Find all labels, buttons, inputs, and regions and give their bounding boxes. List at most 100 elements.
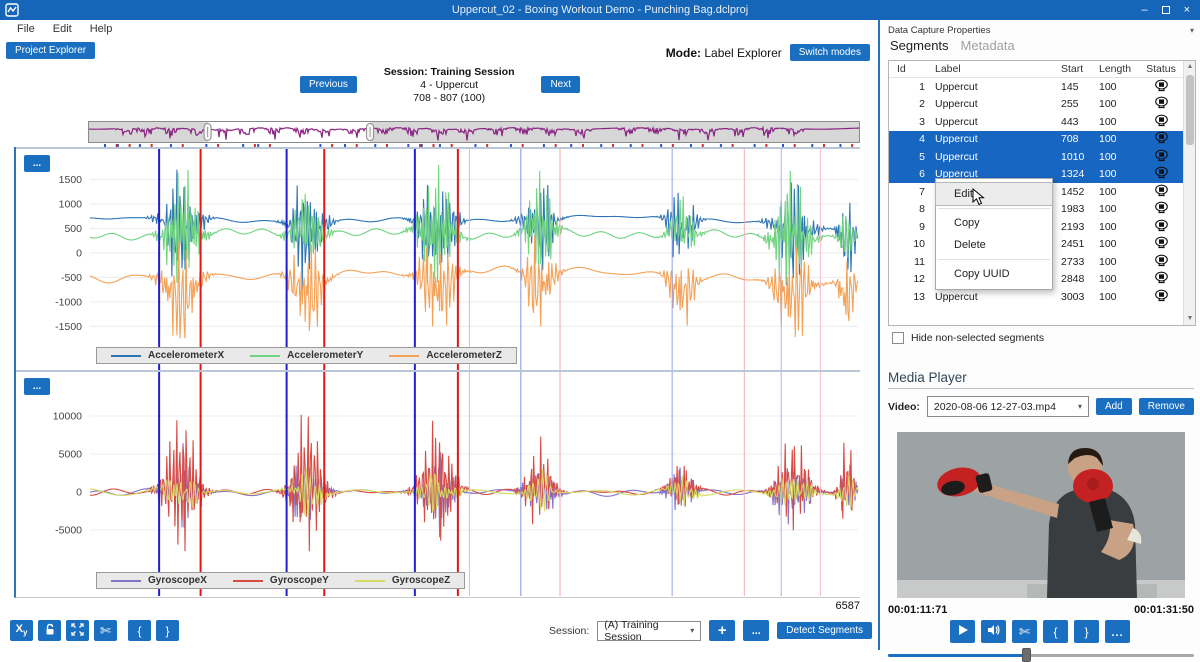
maximize-button[interactable] <box>1161 6 1170 14</box>
video-label: Video: <box>888 400 920 413</box>
column-header-id[interactable]: Id <box>897 63 906 75</box>
project-explorer-button[interactable]: Project Explorer <box>6 42 96 59</box>
mode-label: Mode: Label Explorer <box>665 45 782 60</box>
open-bracket-button[interactable]: { <box>128 620 151 641</box>
volume-button[interactable] <box>981 620 1006 643</box>
legend-swatch <box>232 579 263 582</box>
scroll-down-icon[interactable]: ▼ <box>1186 315 1194 322</box>
table-row[interactable]: 2 Uppercut 255 100 <box>889 96 1183 114</box>
segment-more-button[interactable]: ... <box>743 620 770 641</box>
video-seek-slider[interactable] <box>888 648 1194 662</box>
slider-fill <box>888 654 1026 657</box>
segment-start-button[interactable]: { <box>1043 620 1068 643</box>
gyroscope-chart-options-button[interactable]: ... <box>24 378 50 395</box>
sample-count: 6587 <box>835 600 860 612</box>
timeline-overview-chart[interactable] <box>89 122 859 142</box>
video-select[interactable]: 2020-08-06 12-27-03.mp4 ▾ <box>926 396 1089 417</box>
open-brace-icon: { <box>1053 624 1058 639</box>
segment-start: 1983 <box>1061 203 1085 216</box>
accelerometer-legend: AccelerometerX AccelerometerY Acceleromete… <box>96 347 517 364</box>
segment-id: 6 <box>919 168 925 181</box>
zoom-fit-button[interactable] <box>66 620 89 641</box>
media-player-title: Media Player <box>888 370 967 385</box>
context-menu-copy[interactable]: Copy <box>954 217 980 229</box>
capture-device-icon <box>1141 219 1181 235</box>
column-header-length[interactable]: Length <box>1099 63 1132 75</box>
mouse-cursor <box>972 188 985 206</box>
segment-start: 2193 <box>1061 220 1085 233</box>
scroll-up-icon[interactable]: ▲ <box>1186 63 1194 70</box>
table-row[interactable]: 5 Uppercut 1010 100 <box>889 148 1183 166</box>
segment-id: 7 <box>919 185 925 198</box>
y-axis-tick: 10000 <box>53 411 82 423</box>
menu-file[interactable]: File <box>17 23 35 35</box>
bottom-toolbar: Xy ✄ {} 6587 Session: (A) Training Session… <box>0 598 878 650</box>
legend-swatch <box>250 354 281 357</box>
video-frame[interactable] <box>897 432 1185 598</box>
segment-length: 100 <box>1099 238 1117 251</box>
column-header-label[interactable]: Label <box>935 63 961 75</box>
segment-label: Uppercut <box>935 133 978 146</box>
more-options-button[interactable]: ... <box>1105 620 1130 643</box>
series-GyroscopeY <box>89 414 859 552</box>
table-row[interactable]: 13 Uppercut 3003 100 <box>889 288 1183 306</box>
data-capture-properties-panel: Data Capture Properties ▾ Segments Metada… <box>878 20 1200 662</box>
column-header-start[interactable]: Start <box>1061 63 1084 75</box>
legend-item: AccelerometerX <box>111 350 224 361</box>
play-button[interactable] <box>950 620 975 643</box>
accelerometer-chart-options-button[interactable]: ... <box>24 155 50 172</box>
detect-segments-button[interactable]: Detect Segments <box>777 622 872 639</box>
segment-id: 8 <box>919 203 925 216</box>
context-menu-edit[interactable]: Edit <box>935 182 1053 206</box>
table-row[interactable]: 4 Uppercut 708 100 <box>889 130 1183 148</box>
segment-end-button[interactable]: } <box>1074 620 1099 643</box>
charts-area: 1500 1000 500 0 -500 -1000 -1500 ... Accelerom… <box>14 147 860 598</box>
switch-modes-button[interactable]: Switch modes <box>789 44 870 61</box>
previous-session-button[interactable]: Previous <box>300 76 357 93</box>
scrollbar-thumb[interactable] <box>1186 75 1194 145</box>
accelerometer-chart-panel[interactable]: 1500 1000 500 0 -500 -1000 -1500 ... Accelerom… <box>16 147 860 370</box>
trim-button[interactable]: ✄ <box>1012 620 1037 643</box>
tab-metadata[interactable]: Metadata <box>960 38 1015 53</box>
remove-video-button[interactable]: Remove <box>1138 398 1194 415</box>
menu-help[interactable]: Help <box>89 23 113 35</box>
segment-label: Uppercut <box>935 80 978 93</box>
session-select[interactable]: (A) Training Session ▾ <box>597 619 702 643</box>
axes-toggle-button[interactable]: Xy <box>10 620 33 641</box>
tab-segments[interactable]: Segments <box>890 38 949 53</box>
current-time: 00:01:11:71 <box>888 604 948 616</box>
legend-item: GyroscopeX <box>111 575 207 586</box>
cut-button[interactable]: ✄ <box>94 620 117 641</box>
context-menu-copy-uuid[interactable]: Copy UUID <box>954 268 1010 280</box>
timeline-overview[interactable] <box>88 121 860 143</box>
range-handle-left[interactable] <box>203 123 212 141</box>
table-row[interactable]: 1 Uppercut 145 100 <box>889 78 1183 96</box>
menu-edit[interactable]: Edit <box>52 23 72 35</box>
table-row[interactable]: 3 Uppercut 443 100 <box>889 113 1183 131</box>
capture-device-icon <box>1141 96 1181 112</box>
range-handle-right[interactable] <box>366 123 375 141</box>
next-session-button[interactable]: Next <box>541 76 580 93</box>
checkbox-icon[interactable] <box>892 332 904 344</box>
hide-nonselected-checkbox-row[interactable]: Hide non-selected segments <box>892 332 1044 344</box>
context-menu-delete[interactable]: Delete <box>954 239 986 251</box>
legend-label: GyroscopeY <box>269 575 329 586</box>
chevron-down-icon: ▾ <box>1077 402 1082 411</box>
add-video-button[interactable]: Add <box>1095 398 1132 415</box>
overview-waveform <box>89 125 859 141</box>
chevron-down-icon[interactable]: ▾ <box>1189 26 1194 35</box>
close-bracket-button[interactable]: } <box>156 620 179 641</box>
accelerometer-chart[interactable]: 1500 1000 500 0 -500 -1000 -1500 <box>16 149 860 370</box>
y-axis-tick: -1000 <box>55 296 82 308</box>
column-header-status[interactable]: Status <box>1146 63 1176 75</box>
segments-scrollbar[interactable]: ▲ ▼ <box>1183 61 1195 325</box>
close-button[interactable]: × <box>1183 4 1190 16</box>
divider <box>888 388 1194 389</box>
capture-device-icon <box>1141 254 1181 270</box>
gyroscope-chart[interactable]: 10000 5000 0 -5000 <box>16 372 860 596</box>
gyroscope-chart-panel[interactable]: 10000 5000 0 -5000 ... GyroscopeX GyroscopeY… <box>16 370 860 596</box>
slider-thumb[interactable] <box>1021 648 1031 662</box>
minimize-button[interactable]: – <box>1141 4 1148 16</box>
lock-button[interactable] <box>38 620 61 641</box>
add-segment-button[interactable]: + <box>709 620 736 641</box>
